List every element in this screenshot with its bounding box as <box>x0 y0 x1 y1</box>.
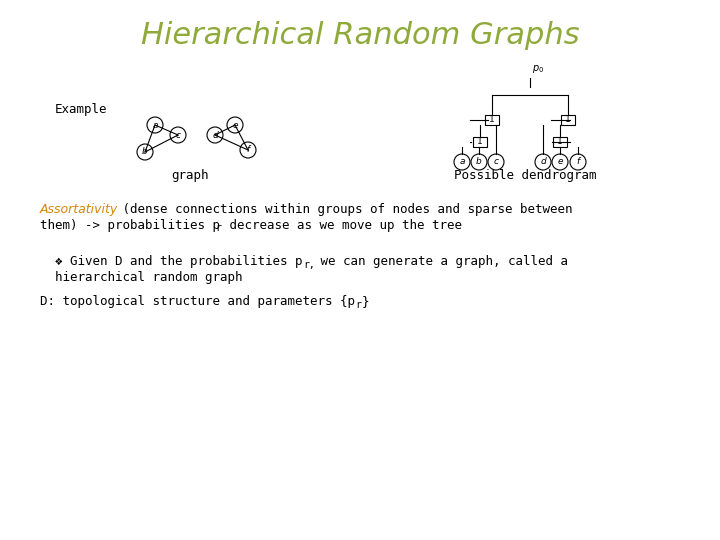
Text: f: f <box>577 158 580 166</box>
Text: Hierarchical Random Graphs: Hierarchical Random Graphs <box>140 21 580 50</box>
Text: c: c <box>493 158 498 166</box>
Text: 1: 1 <box>477 138 482 146</box>
Text: r: r <box>355 300 361 310</box>
Text: graph: graph <box>171 168 209 181</box>
Text: decrease as we move up the tree: decrease as we move up the tree <box>222 219 462 232</box>
Text: d: d <box>540 158 546 166</box>
Text: we can generate a graph, called a: we can generate a graph, called a <box>313 255 568 268</box>
Text: f: f <box>246 145 250 154</box>
Text: b: b <box>142 147 148 157</box>
Text: }: } <box>362 295 369 308</box>
Text: Example: Example <box>55 104 107 117</box>
Text: b: b <box>476 158 482 166</box>
Text: r: r <box>215 223 221 233</box>
Text: (dense connections within groups of nodes and sparse between: (dense connections within groups of node… <box>115 204 572 217</box>
Text: d: d <box>212 131 218 139</box>
Text: ❖ Given D and the probabilities p: ❖ Given D and the probabilities p <box>55 255 302 268</box>
Text: a: a <box>152 120 158 130</box>
Text: 1: 1 <box>557 138 563 146</box>
Text: 1: 1 <box>565 116 571 125</box>
Text: 1: 1 <box>490 116 495 125</box>
Text: Possible dendrogram: Possible dendrogram <box>454 168 596 181</box>
Text: c: c <box>176 131 181 139</box>
Text: hierarchical random graph: hierarchical random graph <box>55 271 243 284</box>
Text: e: e <box>557 158 563 166</box>
Text: a: a <box>459 158 464 166</box>
Text: $p_0$: $p_0$ <box>532 63 544 75</box>
Text: e: e <box>233 120 238 130</box>
Text: r,: r, <box>303 260 315 270</box>
Text: Assortativity: Assortativity <box>40 204 118 217</box>
Text: D: topological structure and parameters {p: D: topological structure and parameters … <box>40 295 355 308</box>
Text: them) -> probabilities p: them) -> probabilities p <box>40 219 220 232</box>
